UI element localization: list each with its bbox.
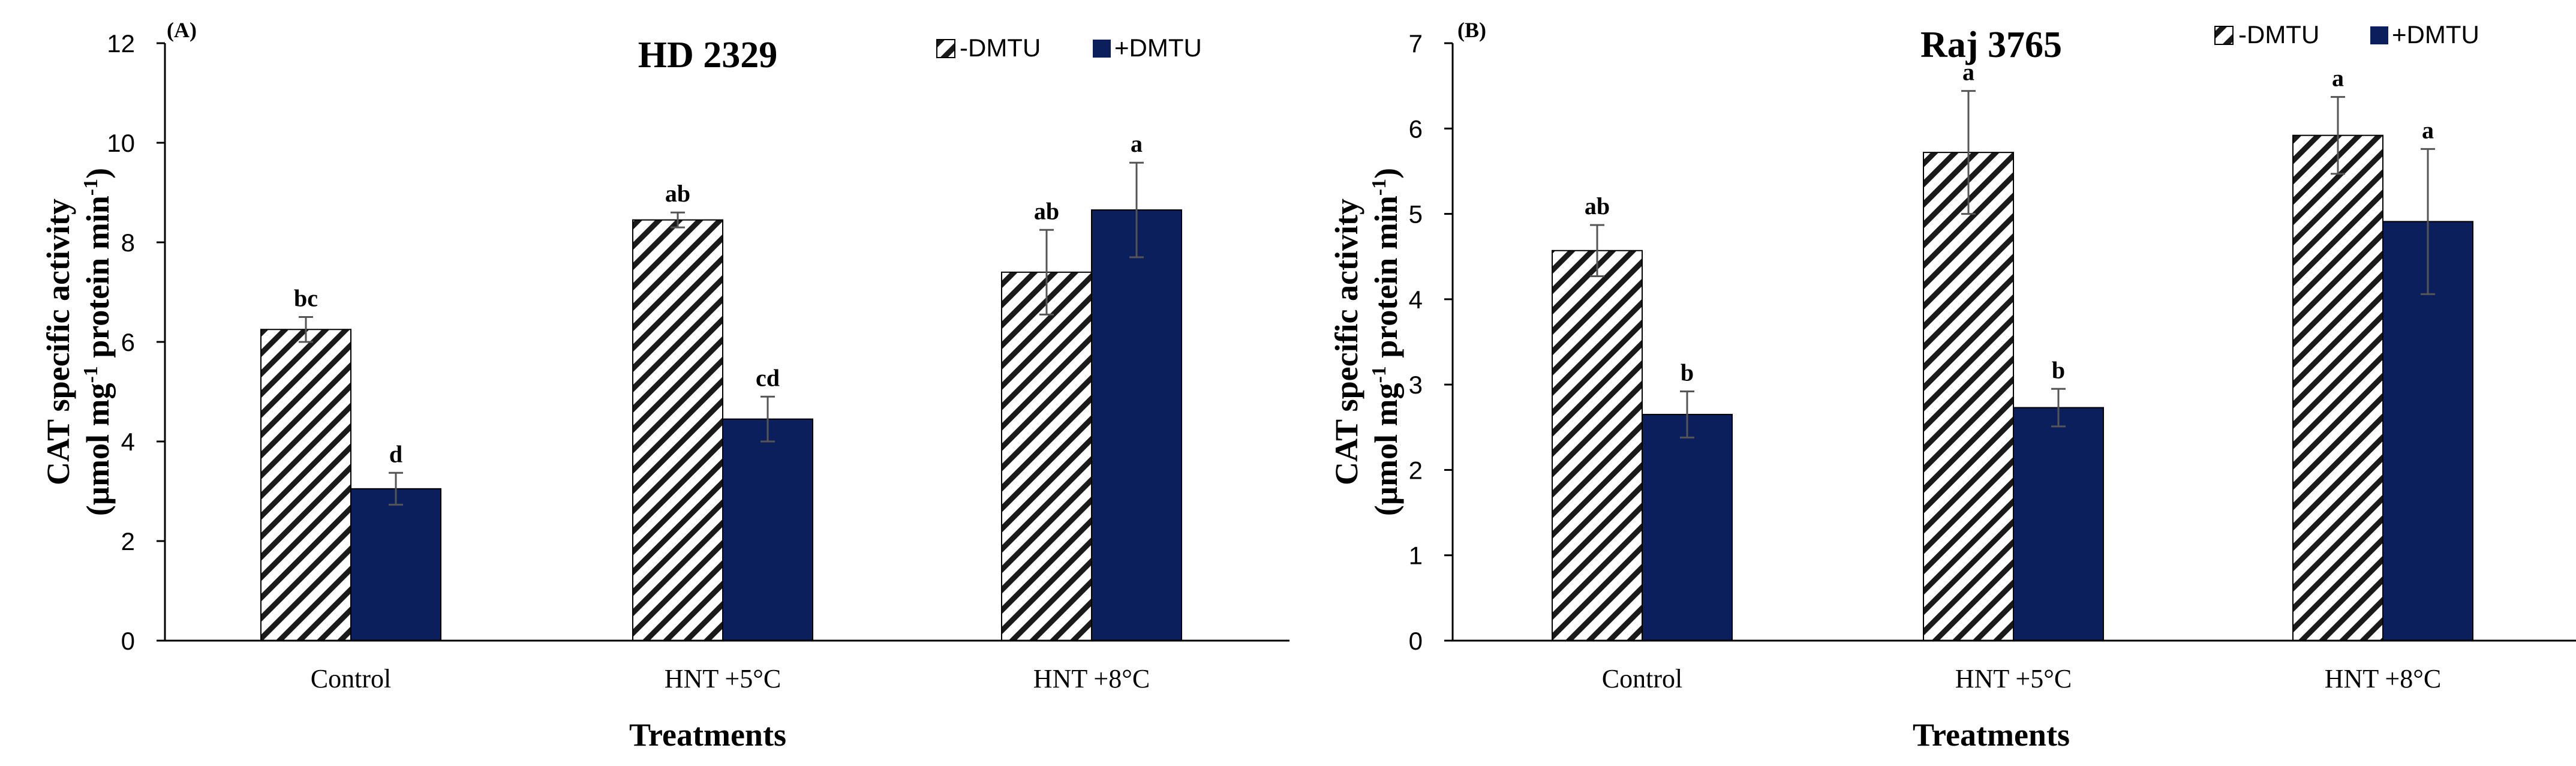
y-tick-label: 0	[1409, 627, 1423, 655]
y-tick-label: 6	[1409, 115, 1423, 143]
legend-label-minus-dmtu: -DMTU	[2238, 20, 2319, 49]
bar-plus-dmtu	[2013, 407, 2104, 641]
significance-letter: a	[1962, 59, 1974, 86]
legend-swatch-plus-dmtu	[1093, 40, 1111, 58]
y-axis-label-line1: CAT specific activity	[40, 199, 76, 485]
bar-minus-dmtu	[2292, 134, 2383, 641]
legend: -DMTU +DMTU	[2214, 20, 2479, 49]
y-tick-label: 5	[1409, 200, 1423, 229]
y-axis-ticks: 0 2 4 6 8 10 12	[107, 29, 165, 655]
significance-letter: b	[2052, 356, 2065, 383]
significance-letter: a	[1131, 130, 1143, 157]
significance-letter: ab	[1585, 193, 1610, 220]
x-axis-categories: Control HNT +5°C HNT +8°C	[311, 664, 1150, 693]
significance-letter: bc	[294, 285, 318, 312]
y-tick-label: 7	[1409, 29, 1423, 58]
bar-plus-dmtu	[722, 418, 813, 642]
x-category-label: Control	[311, 664, 391, 693]
y-tick-label: 4	[1409, 286, 1423, 314]
x-category-label: HNT +5°C	[1955, 664, 2072, 693]
bar-minus-dmtu	[1001, 271, 1092, 641]
x-category-label: HNT +8°C	[1033, 664, 1150, 693]
significance-letter: a	[2332, 65, 2344, 92]
legend: -DMTU +DMTU	[936, 34, 1202, 62]
legend-swatch-minus-dmtu	[936, 39, 955, 58]
chart-title: HD 2329	[638, 35, 778, 76]
significance-letter: a	[2422, 116, 2434, 143]
legend-swatch-plus-dmtu	[2370, 26, 2388, 44]
x-axis-label: Treatments	[1913, 717, 2070, 753]
y-tick-label: 10	[107, 129, 135, 157]
y-tick-label: 2	[121, 527, 135, 555]
bar-minus-dmtu	[1552, 250, 1643, 641]
y-tick-label: 8	[121, 229, 135, 257]
significance-letter: b	[1681, 359, 1694, 386]
legend-label-plus-dmtu: +DMTU	[2392, 20, 2479, 49]
bar-plus-dmtu	[1091, 209, 1182, 641]
x-axis-label: Treatments	[629, 717, 786, 753]
y-tick-label: 2	[1409, 456, 1423, 484]
y-axis-label-line2: (µmol mg-1 protein min-1)	[1368, 167, 1404, 516]
y-axis-label-line2: (µmol mg-1 protein min-1)	[80, 167, 116, 516]
bar-minus-dmtu	[1923, 152, 2014, 641]
x-category-label: Control	[1602, 664, 1682, 693]
y-tick-label: 12	[107, 29, 135, 58]
significance-letter: cd	[756, 364, 780, 391]
y-tick-label: 0	[121, 627, 135, 655]
y-axis-ticks: 0 1 2 3 4 5 6 7	[1409, 29, 1453, 655]
legend-swatch-minus-dmtu	[2214, 26, 2234, 45]
panel-label: (B)	[1457, 18, 1486, 42]
legend-label-plus-dmtu: +DMTU	[1114, 34, 1202, 62]
legend-label-minus-dmtu: -DMTU	[960, 34, 1041, 62]
y-tick-label: 4	[121, 428, 135, 456]
x-category-label: HNT +5°C	[665, 664, 781, 693]
significance-letter: d	[389, 440, 402, 467]
y-axis-label: CAT specific activity (µmol mg-1 protein…	[1306, 168, 1426, 516]
bars: bc d ab cd ab a	[260, 130, 1182, 642]
chart-title: Raj 3765	[1920, 25, 2062, 65]
bar-minus-dmtu	[260, 329, 351, 641]
y-tick-label: 1	[1409, 542, 1423, 570]
y-tick-label: 6	[121, 328, 135, 356]
x-category-label: HNT +8°C	[2325, 664, 2441, 693]
significance-letter: ab	[665, 180, 690, 207]
bar-minus-dmtu	[632, 219, 723, 641]
bar-plus-dmtu	[1642, 413, 1733, 641]
y-axis-label-line1: CAT specific activity	[1328, 199, 1364, 485]
bar-plus-dmtu	[350, 488, 441, 641]
y-tick-label: 3	[1409, 371, 1423, 399]
panel-a: (A) HD 2329 -DMTU +DMTU 0 2 4 6 8 10 12 bc d ab c…	[18, 18, 1289, 753]
y-axis-label: CAT specific activity (µmol mg-1 protein…	[18, 168, 138, 516]
x-axis-categories: Control HNT +5°C HNT +8°C	[1602, 664, 2441, 693]
significance-letter: ab	[1034, 197, 1059, 224]
panel-label: (A)	[167, 18, 197, 42]
